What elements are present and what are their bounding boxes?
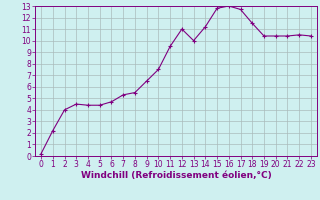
- X-axis label: Windchill (Refroidissement éolien,°C): Windchill (Refroidissement éolien,°C): [81, 171, 271, 180]
